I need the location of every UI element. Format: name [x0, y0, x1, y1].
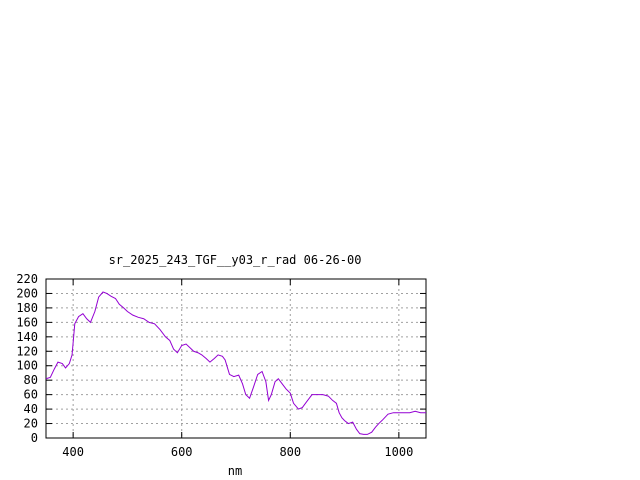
series-line — [45, 291, 426, 435]
y-tick-label: 20 — [24, 417, 38, 431]
grid — [46, 279, 426, 438]
y-tick-label: 60 — [24, 388, 38, 402]
x-tick-label: 400 — [62, 445, 84, 459]
y-tick-label: 40 — [24, 402, 38, 416]
x-tick-label: 1000 — [384, 445, 413, 459]
y-tick-label: 180 — [16, 301, 38, 315]
y-tick-label: 100 — [16, 359, 38, 373]
y-tick-label: 80 — [24, 373, 38, 387]
y-tick-label: 0 — [31, 431, 38, 445]
y-tick-label: 200 — [16, 286, 38, 300]
y-tick-label: 120 — [16, 344, 38, 358]
plot-frame — [45, 278, 427, 439]
x-axis-label: nm — [228, 464, 242, 478]
y-tick-label: 160 — [16, 315, 38, 329]
x-tick-label: 600 — [171, 445, 193, 459]
y-tick-label: 220 — [16, 272, 38, 286]
x-tick-label: 800 — [279, 445, 301, 459]
chart-title: sr_2025_243_TGF__y03_r_rad 06-26-00 — [109, 253, 362, 267]
y-tick-label: 140 — [16, 330, 38, 344]
